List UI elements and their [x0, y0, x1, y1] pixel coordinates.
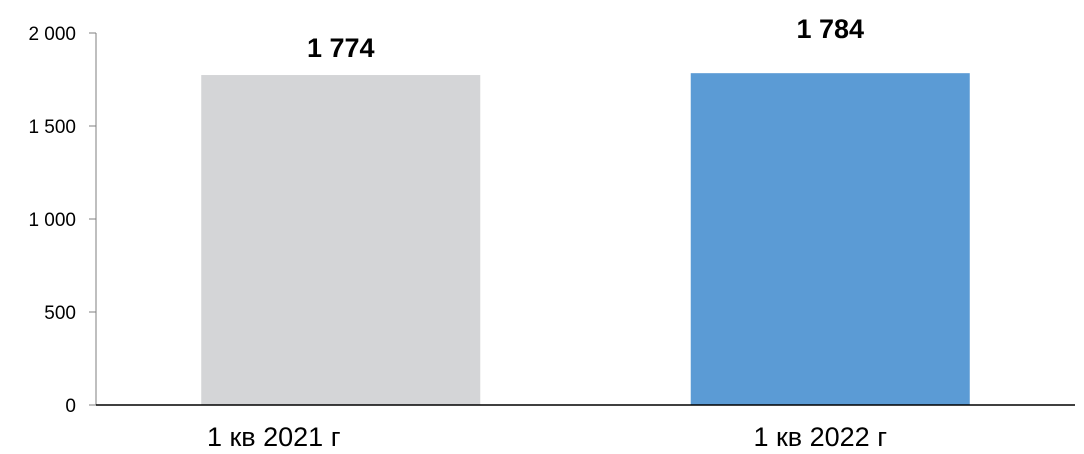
bar — [690, 73, 970, 406]
y-axis: 0 500 1 000 1 500 2 000 — [28, 24, 97, 417]
x-axis: 1 кв 2021 г 1 кв 2022 г — [96, 404, 1075, 452]
bars — [201, 73, 970, 406]
x-category-label: 1 кв 2022 г — [753, 422, 887, 452]
data-labels: 1 774 1 784 — [307, 14, 864, 63]
bar-value-label: 1 774 — [307, 33, 375, 63]
y-tick-label: 1 500 — [28, 117, 76, 138]
y-tick-label: 0 — [65, 396, 76, 417]
x-category-label: 1 кв 2021 г — [207, 422, 341, 452]
y-tick-label: 2 000 — [28, 24, 76, 45]
y-tick-label: 1 000 — [28, 210, 76, 231]
bar — [201, 75, 481, 405]
y-tick-label: 500 — [44, 303, 76, 324]
bar-value-label: 1 784 — [796, 14, 864, 44]
